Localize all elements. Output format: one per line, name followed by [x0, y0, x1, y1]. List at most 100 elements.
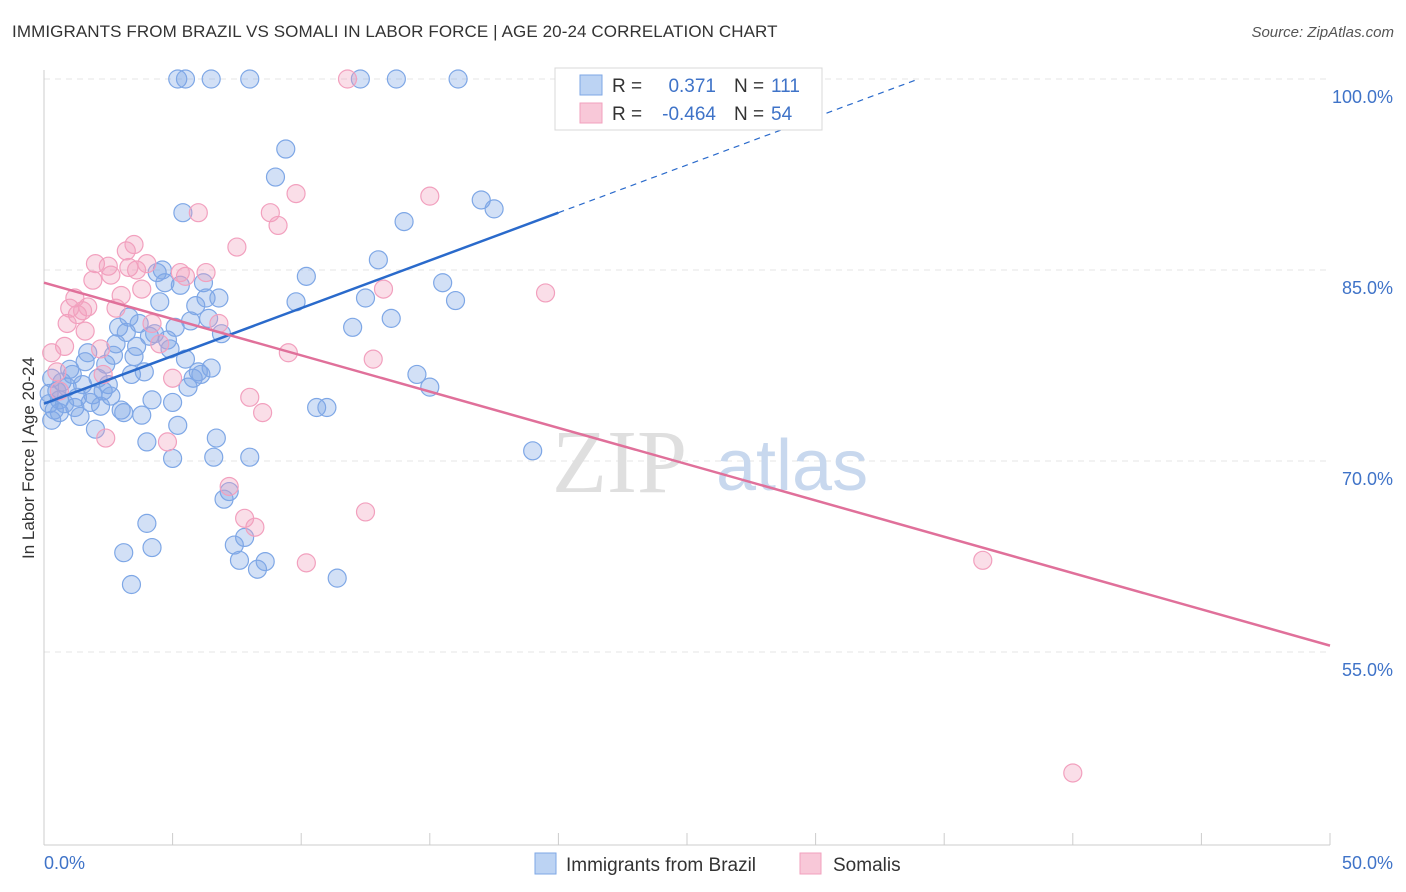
- brazil-point-19: [80, 392, 100, 413]
- somalis-point-21: [124, 234, 144, 255]
- somalis-point-25: [142, 313, 162, 334]
- chart-title: IMMIGRANTS FROM BRAZIL VS SOMALI IN LABO…: [12, 22, 778, 41]
- series-brazil-points: [39, 69, 543, 595]
- legend-swatch-brazil: [579, 74, 603, 96]
- somalis-point-34: [219, 476, 239, 497]
- somalis-point-10: [78, 297, 98, 317]
- somalis-point-29: [170, 262, 190, 283]
- brazil-point-61: [188, 362, 208, 382]
- somalis-point-41: [268, 215, 288, 236]
- legend-r-value-brazil: 0.371: [668, 76, 716, 97]
- brazil-point-89: [381, 308, 401, 328]
- brazil-point-77: [247, 559, 268, 579]
- brazil-point-108: [142, 537, 162, 558]
- somalis-point-49: [420, 186, 440, 206]
- brazil-point-83: [307, 397, 327, 418]
- legend-r-label-brazil: R =: [612, 76, 642, 97]
- somalis-point-43: [286, 184, 306, 204]
- brazil-point-31: [111, 400, 131, 420]
- y-axis-title: In Labor Force | Age 20-24: [19, 357, 38, 559]
- brazil-point-79: [265, 167, 286, 187]
- brazil-point-98: [168, 69, 188, 89]
- trend-line-brazil: [43, 211, 559, 405]
- brazil-point-18: [78, 343, 98, 363]
- brazil-point-23: [90, 396, 111, 416]
- brazil-point-100: [201, 69, 221, 89]
- somalis-point-32: [196, 262, 216, 283]
- brazil-point-97: [523, 441, 543, 461]
- brazil-point-65: [199, 308, 219, 328]
- brazil-point-46: [150, 292, 170, 312]
- brazil-point-107: [137, 513, 157, 533]
- somalis-point-47: [363, 349, 383, 369]
- legend-r-label-somalis: R =: [612, 104, 642, 125]
- somalis-point-9: [75, 321, 95, 341]
- brazil-point-84: [317, 397, 337, 418]
- brazil-point-86: [343, 317, 363, 337]
- somalis-point-51: [973, 550, 993, 570]
- somalis-point-39: [253, 403, 273, 423]
- somalis-point-45: [337, 69, 358, 89]
- brazil-point-82: [296, 266, 316, 286]
- brazil-point-48: [155, 273, 175, 293]
- brazil-point-93: [433, 273, 453, 293]
- brazil-point-69: [209, 288, 229, 308]
- trend-line-brazil-extension: [558, 78, 919, 214]
- brazil-point-51: [163, 448, 183, 469]
- brazil-point-72: [219, 481, 239, 502]
- brazil-point-55: [173, 203, 193, 223]
- brazil-point-87: [355, 288, 376, 308]
- brazil-point-88: [368, 250, 388, 270]
- somalis-point-3: [54, 336, 75, 356]
- legend-n-value-somalis: 54: [771, 104, 793, 125]
- somalis-point-53: [96, 428, 116, 448]
- somalis-point-1: [47, 362, 67, 382]
- legend-n-value-brazil: 111: [771, 76, 800, 97]
- brazil-point-60: [186, 296, 206, 316]
- legend-n-label-brazil: N =: [734, 76, 764, 97]
- somalis-point-16: [101, 265, 121, 285]
- brazil-point-15: [70, 406, 90, 427]
- somalis-point-13: [90, 339, 111, 359]
- somalis-point-19: [116, 241, 136, 261]
- y-tick-labels: 55.0% 70.0% 85.0% 100.0%: [1332, 87, 1393, 680]
- axes: [43, 70, 1330, 846]
- brazil-point-106: [121, 574, 142, 595]
- brazil-point-12: [62, 364, 82, 385]
- brazil-point-62: [191, 364, 211, 385]
- y-tick-label-3: 100.0%: [1332, 87, 1393, 107]
- watermark: ZIP atlas: [552, 413, 868, 512]
- somalis-point-27: [157, 432, 178, 452]
- somalis-point-38: [245, 517, 265, 537]
- brazil-point-39: [132, 405, 152, 425]
- y-tick-label-0: 55.0%: [1342, 660, 1393, 680]
- brazil-point-78: [255, 551, 275, 572]
- brazil-point-66: [201, 358, 221, 378]
- somalis-point-30: [175, 266, 196, 286]
- brazil-point-37: [126, 336, 147, 356]
- watermark-zip: ZIP: [552, 413, 687, 512]
- somalis-point-22: [126, 260, 147, 280]
- brazil-point-94: [445, 290, 466, 311]
- bottom-legend-label-somalis: Somalis: [833, 855, 901, 876]
- correlation-legend: R = 0.371 N = 111 R = -0.464 N = 54: [554, 67, 823, 131]
- brazil-point-109: [163, 392, 183, 413]
- somalis-point-37: [240, 387, 260, 407]
- x-tick-label-0: 0.0%: [44, 853, 85, 873]
- brazil-point-96: [484, 199, 504, 219]
- series-somalis-points: [42, 69, 1083, 783]
- y-tick-label-1: 70.0%: [1342, 469, 1393, 489]
- source-label: Source: ZipAtlas.com: [1251, 24, 1394, 41]
- legend-n-label-somalis: N =: [734, 104, 764, 125]
- brazil-point-75: [235, 527, 255, 548]
- brazil-point-80: [276, 139, 296, 159]
- somalis-point-20: [119, 257, 139, 278]
- bottom-legend-label-brazil: Immigrants from Brazil: [566, 855, 756, 876]
- trend-line-somalis: [43, 281, 1331, 647]
- bottom-legend-swatch-somalis: [799, 852, 822, 875]
- y-tick-label-2: 85.0%: [1342, 278, 1393, 298]
- somalis-point-31: [188, 203, 208, 223]
- series-legend: Immigrants from Brazil Somalis: [534, 852, 901, 876]
- somalis-point-7: [67, 304, 88, 325]
